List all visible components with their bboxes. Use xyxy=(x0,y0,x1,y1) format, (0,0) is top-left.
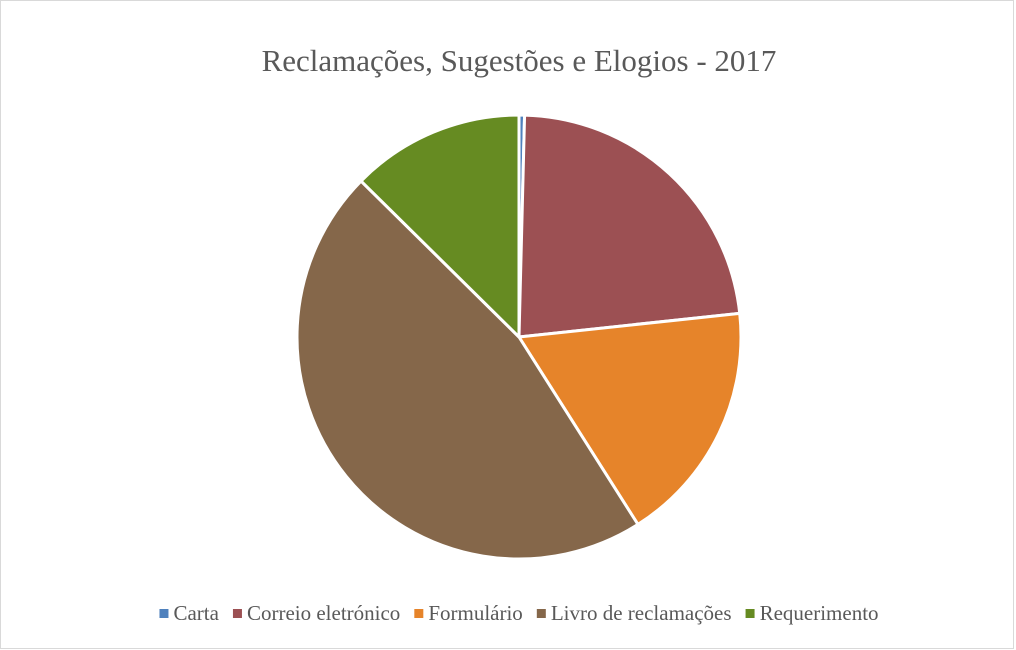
legend-swatch xyxy=(414,609,424,618)
legend-label: Livro de reclamações xyxy=(551,601,732,625)
chart-title: Reclamações, Sugestões e Elogios - 2017 xyxy=(262,43,777,78)
legend-label: Requerimento xyxy=(760,601,879,625)
legend-label: Formulário xyxy=(428,601,523,625)
pie-slice xyxy=(359,113,521,339)
legend-swatch xyxy=(745,609,755,618)
pie-slice xyxy=(517,113,742,339)
legend-label: Carta xyxy=(173,601,219,625)
pie-slice xyxy=(295,179,640,561)
legend-swatch xyxy=(536,609,546,618)
legend-swatch xyxy=(159,609,169,618)
legend-swatch xyxy=(232,609,242,618)
pie-slice xyxy=(517,311,743,526)
legend-label: Correio eletrónico xyxy=(247,601,400,625)
